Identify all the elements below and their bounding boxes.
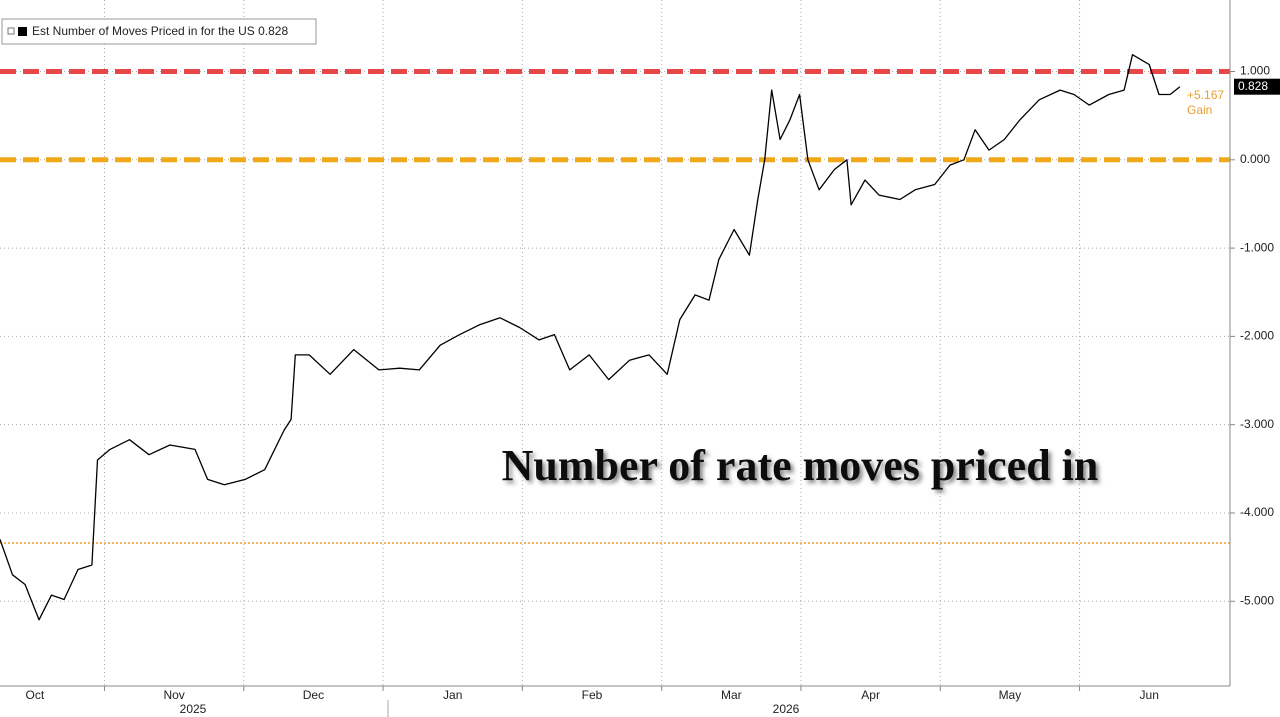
last-value-label: 0.828 — [1238, 79, 1268, 93]
gain-label: Gain — [1187, 103, 1212, 117]
y-tick-label: -5.000 — [1240, 593, 1274, 607]
x-tick-label: May — [999, 688, 1022, 702]
legend-text: Est Number of Moves Priced in for the US… — [32, 24, 288, 38]
legend-name: Est Number of Moves Priced in for the US — [32, 24, 255, 38]
x-tick-label: Feb — [582, 688, 603, 702]
y-tick-label: -2.000 — [1240, 329, 1274, 343]
last-value-box — [1234, 78, 1280, 95]
x-tick-label: Jun — [1140, 688, 1159, 702]
y-tick-label: -1.000 — [1240, 240, 1274, 254]
legend-toggle — [7, 27, 15, 35]
plot — [0, 54, 1181, 621]
gain-value: +5.167 — [1187, 88, 1224, 102]
year-label: 2026 — [773, 702, 800, 716]
y-tick-label: 1.000 — [1240, 64, 1270, 78]
legend — [1, 18, 317, 45]
y-tick-label: -4.000 — [1240, 505, 1274, 519]
x-tick-label: Oct — [25, 688, 44, 702]
legend-swatch — [18, 27, 27, 36]
data-line — [0, 54, 1181, 621]
reference-lines — [0, 69, 1230, 544]
y-tick-label: 0.000 — [1240, 152, 1270, 166]
x-tick-label: Mar — [721, 688, 742, 702]
chart-annotation: Number of rate moves priced in — [502, 441, 1099, 490]
year-label: 2025 — [180, 702, 207, 716]
x-tick-label: Jan — [443, 688, 462, 702]
x-tick-label: Nov — [163, 688, 184, 702]
x-tick-label: Dec — [303, 688, 324, 702]
x-tick-label: Apr — [861, 688, 880, 702]
legend-value: 0.828 — [258, 24, 288, 38]
y-tick-label: -3.000 — [1240, 417, 1274, 431]
